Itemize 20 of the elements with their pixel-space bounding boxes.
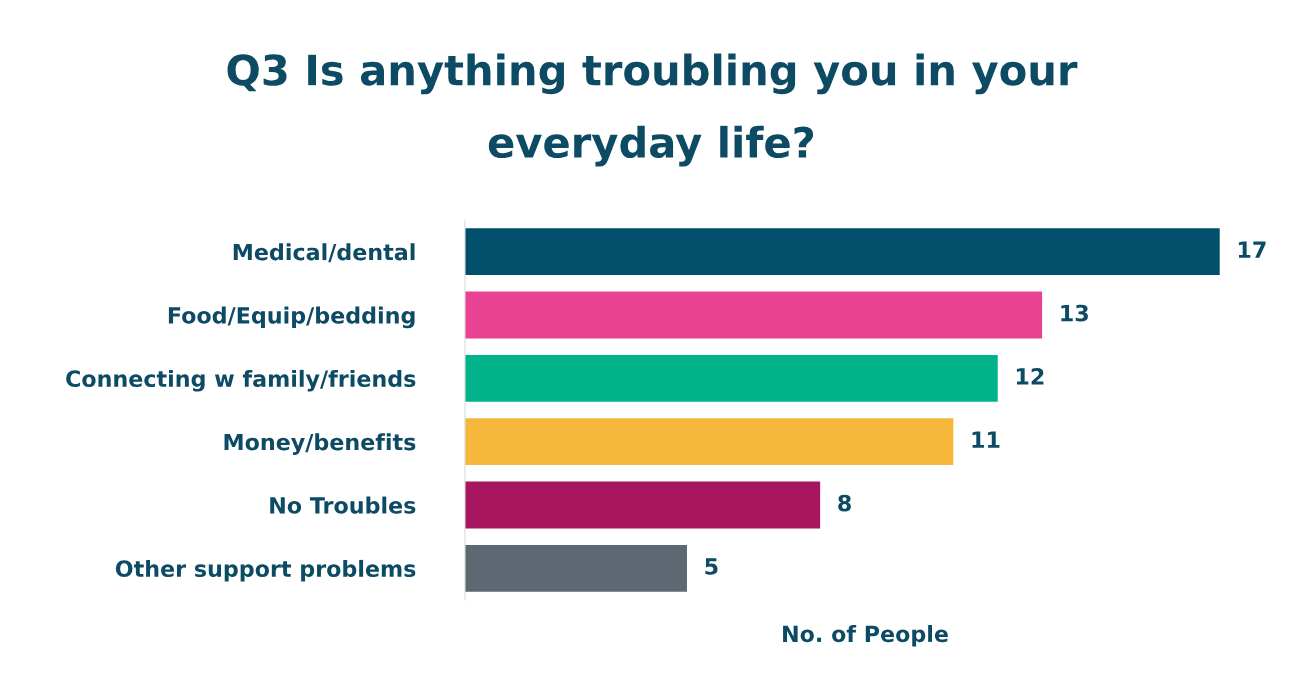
chart-title: Q3 Is anything troubling you in your everyday life? (227, 53, 1078, 167)
data-label: 8 (838, 494, 851, 512)
data-label: 5 (705, 558, 718, 575)
bar (465, 418, 954, 466)
data-label: 12 (1016, 367, 1044, 385)
y-tick-label: Connecting w family/friends (66, 369, 416, 392)
bar (465, 291, 1043, 339)
bar (465, 228, 1220, 276)
bar (465, 354, 998, 402)
y-tick-label: Money/benefits (224, 433, 416, 455)
data-label: 13 (1061, 304, 1088, 322)
y-tick-label: No Troubles (270, 496, 416, 514)
y-tick-label: Food/Equip/bedding (168, 306, 415, 329)
data-label: 17 (1238, 241, 1266, 258)
data-label: 11 (972, 431, 1000, 448)
y-tick-label: Other support problems (115, 559, 416, 582)
bar (465, 544, 687, 592)
x-axis-title: No. of People (783, 625, 948, 647)
bar (465, 481, 821, 529)
y-tick-label: Medical/dental (233, 243, 415, 263)
